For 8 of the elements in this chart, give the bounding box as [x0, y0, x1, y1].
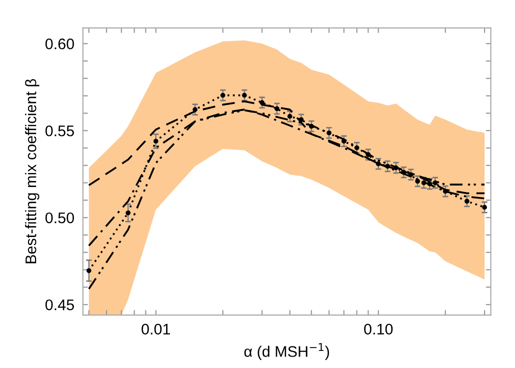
x-axis-title: α (d MSH$^{−1}$): [244, 343, 330, 360]
y-tick-label: 0.50: [45, 212, 74, 224]
y-tick-label: 0.55: [45, 125, 74, 136]
x-tick-label: 0.01: [142, 324, 170, 335]
y-tick-label: 0.45: [45, 299, 74, 310]
y-axis-title: Best-fitting mix coefficient β: [25, 79, 40, 264]
y-tick-label: 0.60: [45, 38, 74, 50]
x-tick-label: 0.10: [364, 324, 393, 335]
